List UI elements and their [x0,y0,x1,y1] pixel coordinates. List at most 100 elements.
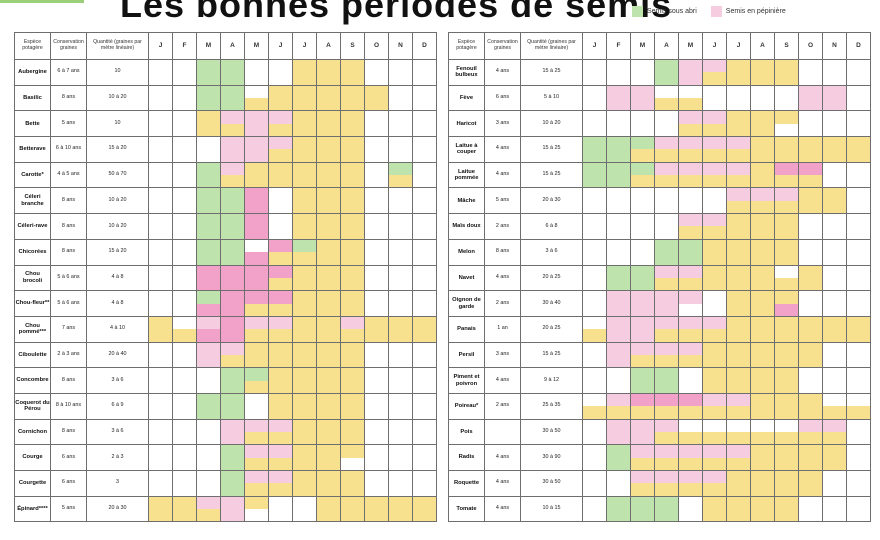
month-cell [340,59,365,86]
month-cell [798,495,823,523]
month-cell [606,187,631,215]
month-cell [292,110,317,138]
month-cell [268,392,293,420]
month-cell [822,470,847,497]
period-mark [631,149,654,162]
month-cell [196,59,221,86]
month-cell [606,367,631,394]
period-mark [269,343,292,367]
month-cell [244,84,269,112]
month-cell [678,418,703,446]
month-cell [220,59,245,86]
month-cell [678,444,703,471]
conservation-value: 3 ans [484,110,521,138]
period-mark [727,368,750,393]
species-name: Fenouil bulbeux [448,59,485,86]
month-cell [148,84,173,112]
month-cell [292,418,317,446]
month-cell [412,367,437,394]
month-cell [268,444,293,471]
month-cell [702,187,727,215]
month-cell [822,238,847,266]
month-cell [774,84,799,112]
conservation-value: 6 à 10 ans [50,136,87,163]
species-name: Mâche [448,187,485,215]
month-cell [630,84,655,112]
conservation-value: 6 ans [484,84,521,112]
period-mark [365,86,388,110]
month-cell [798,161,823,189]
month-cell [364,110,389,138]
period-mark [799,431,822,444]
table-row: Chicorées 8 ans 15 à 20 [14,238,437,266]
month-cell [726,213,751,240]
month-cell [364,264,389,292]
month-cell [268,59,293,86]
species-name: Ciboulette [14,341,51,369]
period-mark [293,394,316,419]
month-cell [630,418,655,446]
period-mark [245,137,268,162]
month-cell [678,84,703,112]
month-cell [196,418,221,446]
month-cell [774,418,799,446]
period-mark [727,471,750,496]
month-cell [316,418,341,446]
quantity-value: 15 à 25 [520,59,583,86]
period-mark [703,60,726,73]
month-cell [726,367,751,394]
period-mark [823,445,846,470]
period-mark [197,317,220,330]
month-cell [846,470,871,497]
month-cell [846,341,871,369]
month-cell [412,136,437,163]
period-mark [655,406,678,419]
month-cell [172,470,197,497]
table-row: Aubergine 6 à 7 ans 10 [14,59,437,86]
month-cell [148,495,173,523]
quantity-value: 2 à 3 [86,444,149,471]
conservation-value: 8 à 10 ans [50,392,87,420]
table-row: Fenouil bulbeux 4 ans 15 à 25 [448,59,871,86]
table-row: Coquerot du Pérou 8 à 10 ans 6 à 9 [14,392,437,420]
month-cell [292,84,317,112]
period-mark [775,163,798,176]
month-cell [364,290,389,317]
month-cell [172,264,197,292]
month-cell [702,264,727,292]
period-mark [679,471,702,484]
period-mark [245,214,268,239]
period-mark [317,214,340,239]
conservation-value: 4 ans [484,161,521,189]
quantity-value: 10 à 20 [86,187,149,215]
month-cell [702,495,727,523]
month-cell [630,470,655,497]
month-cell [220,392,245,420]
period-mark [727,240,750,265]
period-mark [317,394,340,419]
period-mark [197,188,220,213]
period-mark [221,240,244,265]
table-row: Cornichon 8 ans 3 à 6 [14,418,437,446]
period-mark [775,60,798,85]
month-cell [412,213,437,240]
month-cell [364,341,389,369]
month-header: O [364,32,389,60]
month-cell [292,444,317,471]
month-cell [846,84,871,112]
month-cell [244,341,269,369]
period-mark [775,368,798,393]
period-mark [751,431,774,444]
month-cell [582,495,607,523]
period-mark [269,137,292,150]
month-cell [846,136,871,163]
month-cell [148,264,173,292]
conservation-value: 4 à 5 ans [50,161,87,189]
species-name: Céleri branche [14,187,51,215]
month-cell [654,238,679,266]
month-cell [316,444,341,471]
month-cell [606,213,631,240]
period-mark [823,188,846,213]
legend-label-sous-abri: Semis sous abri [647,8,697,15]
month-cell [606,290,631,317]
